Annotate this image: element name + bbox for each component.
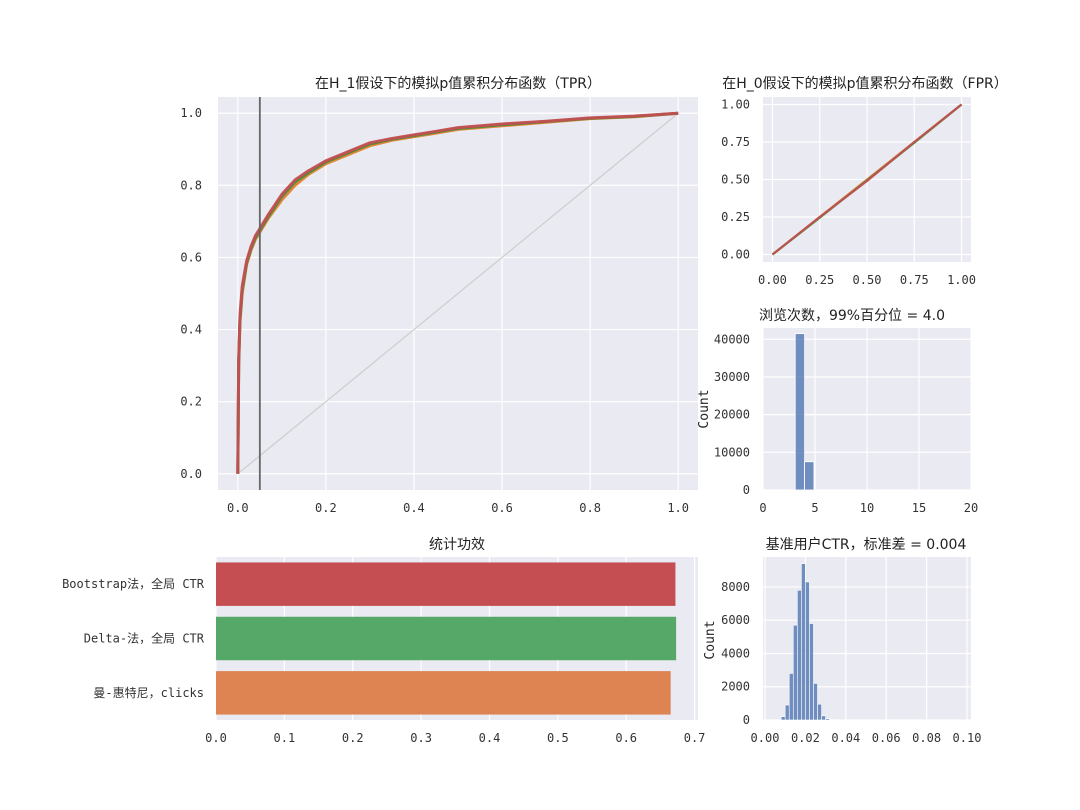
ctr-bar-8	[813, 683, 818, 721]
views-xtick-label-0: 0	[759, 501, 766, 515]
power-title: 统计功效	[429, 537, 485, 553]
ctr-bar-0	[780, 716, 786, 721]
power-category-label-1: Delta-法，全局 CTR	[84, 631, 205, 646]
tpr-ytick-label-4: 0.8	[180, 178, 202, 192]
views-ytick-label-4: 40000	[714, 332, 750, 346]
ctr-bar-6	[805, 581, 810, 721]
tpr-ytick-label-2: 0.4	[180, 323, 202, 337]
ctr-ylabel: Count	[703, 620, 718, 659]
ctr-bar-3	[792, 624, 798, 721]
views-xtick-label-2: 10	[860, 501, 874, 515]
views-ytick-label-2: 20000	[714, 408, 750, 422]
ctr-bar-1	[784, 704, 790, 721]
fpr-series-line-2	[771, 103, 963, 256]
ctr-bar-2	[788, 673, 794, 721]
tpr-xtick-label-1: 0.2	[315, 501, 337, 515]
views-title: 浏览次数，99%百分位 = 4.0	[759, 308, 945, 324]
tpr-series-line-2	[236, 111, 679, 474]
views-xtick-label-1: 5	[811, 501, 818, 515]
ctr-bar-10	[821, 715, 826, 721]
fpr-ytick-label-0: 0.00	[721, 248, 750, 262]
ctr-bar-4	[797, 589, 802, 721]
tpr-ytick-label-1: 0.2	[180, 395, 202, 409]
tpr-title: 在H_1假设下的模拟p值累积分布函数（TPR）	[315, 76, 601, 92]
power-category-label-2: 曼-惠特尼，clicks	[93, 685, 204, 700]
fpr-xtick-label-2: 0.50	[853, 273, 882, 287]
tpr-xtick-label-2: 0.4	[403, 501, 425, 515]
fpr-ytick-label-4: 1.00	[721, 98, 750, 112]
views-bar-0	[794, 333, 805, 491]
tpr-xtick-label-0: 0.0	[227, 501, 249, 515]
fpr-xtick-label-4: 1.00	[947, 273, 976, 287]
power-xtick-label-0: 0.0	[205, 731, 227, 745]
views-ylabel: Count	[697, 389, 712, 428]
ctr-xtick-label-3: 0.06	[872, 731, 901, 745]
fpr-ytick-label-1: 0.25	[721, 210, 750, 224]
fpr-xtick-label-0: 0.00	[758, 273, 787, 287]
ctr-xtick-label-1: 0.02	[791, 731, 820, 745]
power-xtick-label-3: 0.3	[410, 731, 432, 745]
fpr-xtick-label-3: 0.75	[900, 273, 929, 287]
ctr-ytick-label-1: 2000	[721, 680, 750, 694]
power-bar-0	[216, 562, 676, 606]
views-bar-1	[804, 461, 815, 491]
ctr-xtick-label-4: 0.08	[912, 731, 941, 745]
tpr-xtick-label-5: 1.0	[667, 501, 689, 515]
power-xtick-label-4: 0.4	[479, 731, 501, 745]
ctr-bar-11	[825, 718, 830, 721]
fpr-ytick-label-3: 0.75	[721, 135, 750, 149]
ctr-xtick-label-2: 0.04	[831, 731, 860, 745]
power-xtick-label-6: 0.6	[615, 731, 637, 745]
tpr-ytick-label-5: 1.0	[180, 106, 202, 120]
views-xtick-label-3: 15	[912, 501, 926, 515]
power-category-label-0: Bootstrap法，全局 CTR	[62, 576, 205, 591]
ctr-bar-5	[801, 563, 806, 721]
views-ytick-label-1: 10000	[714, 445, 750, 459]
power-bar-1	[216, 616, 677, 661]
views-ytick-label-0: 0	[743, 483, 750, 497]
fpr-xtick-label-1: 0.25	[805, 273, 834, 287]
power-xtick-label-2: 0.2	[342, 731, 364, 745]
ctr-ytick-label-4: 8000	[721, 580, 750, 594]
power-bar-2	[216, 671, 671, 715]
tpr-xtick-label-3: 0.6	[491, 501, 513, 515]
tpr-ytick-label-3: 0.6	[180, 250, 202, 264]
ctr-ytick-label-3: 6000	[721, 613, 750, 627]
power-xtick-label-1: 0.1	[274, 731, 296, 745]
power-xtick-label-5: 0.5	[547, 731, 569, 745]
views-xtick-label-4: 20	[964, 501, 978, 515]
ctr-title: 基准用户CTR，标准差 = 0.004	[766, 536, 967, 553]
ctr-bar-9	[817, 703, 822, 721]
ctr-xtick-label-0: 0.00	[751, 731, 780, 745]
fpr-ytick-label-2: 0.50	[721, 173, 750, 187]
ctr-ytick-label-0: 0	[743, 713, 750, 727]
ctr-xtick-label-5: 0.10	[953, 731, 982, 745]
views-ytick-label-3: 30000	[714, 370, 750, 384]
fpr-title: 在H_0假设下的模拟p值累积分布函数（FPR）	[722, 76, 1008, 92]
tpr-ytick-label-0: 0.0	[180, 467, 202, 481]
ctr-bar-7	[809, 623, 814, 721]
tpr-reference-diagonal	[237, 112, 679, 475]
ctr-ytick-label-2: 4000	[721, 646, 750, 660]
power-xtick-label-7: 0.7	[684, 731, 706, 745]
tpr-xtick-label-4: 0.8	[579, 501, 601, 515]
